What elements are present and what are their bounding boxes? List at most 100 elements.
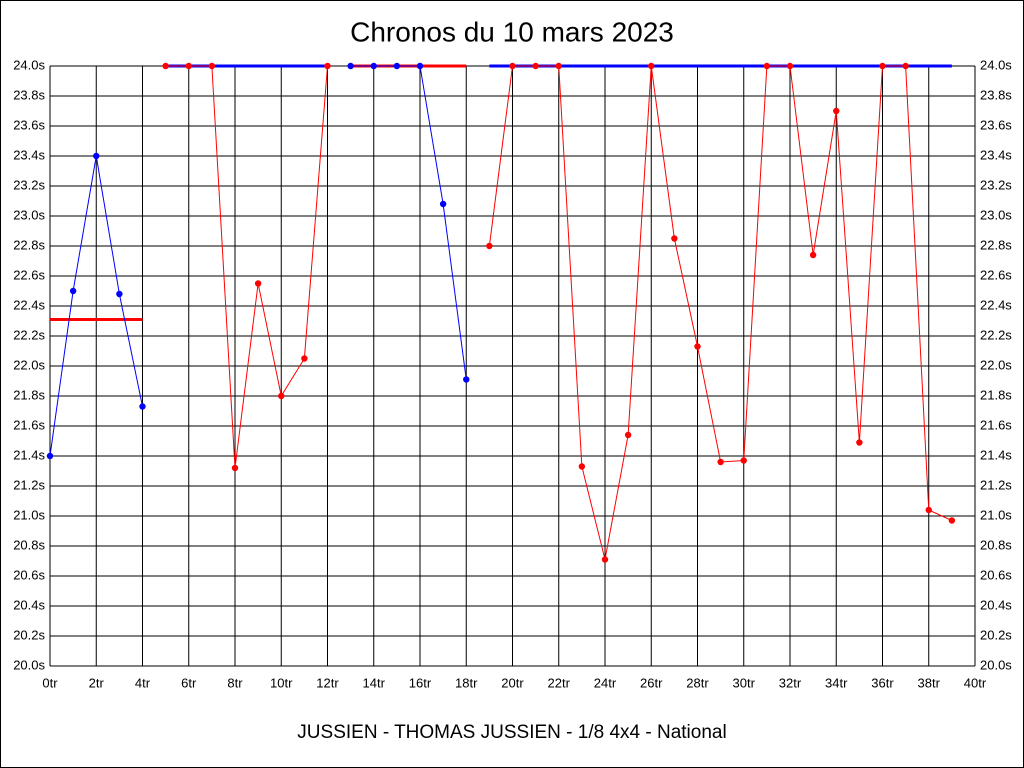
y-tick-label: 22.0s	[13, 357, 45, 372]
chart-subtitle: JUSSIEN - THOMAS JUSSIEN - 1/8 4x4 - Nat…	[297, 722, 726, 743]
point	[463, 376, 470, 383]
point	[185, 62, 192, 70]
point	[786, 62, 794, 70]
y-tick-label-right: 22.6s	[980, 267, 1012, 282]
point	[208, 62, 216, 70]
y-tick-label-right: 21.6s	[980, 417, 1012, 432]
point	[46, 452, 54, 460]
y-tick-label: 20.2s	[13, 627, 45, 642]
point	[231, 464, 239, 472]
point	[902, 62, 909, 70]
y-tick-label: 21.8s	[13, 387, 45, 402]
y-tick-label-right: 22.8s	[980, 237, 1012, 252]
y-tick-label-right: 23.8s	[980, 87, 1012, 102]
point	[671, 235, 678, 242]
y-tick-label: 20.0s	[13, 657, 45, 672]
x-tick-label: 34tr	[825, 675, 848, 690]
point	[925, 506, 932, 514]
y-tick-label: 21.6s	[13, 417, 45, 432]
y-tick-label: 23.6s	[13, 117, 45, 132]
x-tick-label: 16tr	[409, 675, 432, 690]
x-tick-label: 28tr	[686, 675, 709, 690]
y-tick-label-right: 23.4s	[980, 147, 1012, 162]
y-tick-label-right: 21.8s	[980, 387, 1012, 402]
y-tick-label-right: 20.8s	[980, 537, 1012, 552]
y-tick-label: 21.4s	[13, 447, 45, 462]
series-line	[350, 65, 467, 380]
y-tick-label-right: 23.2s	[980, 177, 1012, 192]
point	[347, 62, 354, 70]
point	[694, 343, 701, 350]
point	[948, 517, 956, 524]
point	[833, 107, 840, 115]
point	[578, 463, 586, 470]
y-tick-label: 22.6s	[13, 267, 45, 282]
point	[879, 62, 886, 70]
point	[278, 392, 285, 400]
x-tick-label: 36tr	[871, 675, 894, 690]
y-tick-label: 23.8s	[13, 87, 45, 102]
y-tick-label: 20.8s	[13, 537, 45, 552]
point	[301, 355, 308, 362]
y-tick-label: 20.6s	[13, 567, 45, 582]
x-tick-label: 8tr	[227, 675, 243, 690]
y-tick-label: 22.8s	[13, 237, 45, 252]
y-tick-label: 22.2s	[13, 327, 45, 342]
x-tick-label: 4tr	[135, 675, 151, 690]
y-tick-label-right: 22.2s	[980, 327, 1012, 342]
x-tick-label: 40tr	[964, 675, 987, 690]
y-tick-label-right: 20.0s	[980, 657, 1012, 672]
point	[856, 439, 863, 446]
x-tick-label: 30tr	[733, 675, 756, 690]
point	[555, 62, 562, 70]
y-tick-label-right: 23.6s	[980, 117, 1012, 132]
y-tick-label: 23.2s	[13, 177, 45, 192]
point	[648, 62, 655, 70]
x-tick-label: 2tr	[89, 675, 105, 690]
y-tick-label-right: 20.2s	[980, 627, 1012, 642]
y-tick-label-right: 24.0s	[980, 57, 1012, 72]
point	[69, 287, 77, 295]
point	[93, 152, 100, 160]
point	[740, 457, 747, 464]
y-tick-label: 23.4s	[13, 147, 45, 162]
x-tick-label: 20tr	[501, 675, 524, 690]
point	[624, 431, 632, 439]
point	[370, 62, 377, 70]
point	[254, 280, 262, 287]
y-tick-label: 20.4s	[13, 597, 45, 612]
x-tick-label: 14tr	[363, 675, 386, 690]
point	[439, 200, 447, 208]
y-tick-label-right: 21.0s	[980, 507, 1012, 522]
x-tick-label: 18tr	[455, 675, 478, 690]
x-tick-label: 12tr	[316, 675, 339, 690]
y-tick-label-right: 23.0s	[980, 207, 1012, 222]
y-tick-label-right: 21.2s	[980, 477, 1012, 492]
chart-title: Chronos du 10 mars 2023	[350, 16, 674, 47]
x-tick-label: 10tr	[270, 675, 293, 690]
point	[116, 290, 123, 298]
y-tick-label: 21.2s	[13, 477, 45, 492]
point	[393, 62, 401, 70]
y-tick-label: 23.0s	[13, 207, 45, 222]
point	[717, 458, 724, 466]
point	[509, 62, 516, 70]
y-tick-label: 24.0s	[13, 57, 45, 72]
point	[162, 62, 169, 70]
y-tick-label: 21.0s	[13, 507, 45, 522]
series-line	[165, 65, 328, 469]
y-tick-label-right: 20.6s	[980, 567, 1012, 582]
point	[809, 251, 817, 259]
x-tick-label: 24tr	[594, 675, 617, 690]
y-tick-label-right: 22.4s	[980, 297, 1012, 312]
y-tick-label: 22.4s	[13, 297, 45, 312]
y-tick-label-right: 20.4s	[980, 597, 1012, 612]
point	[139, 403, 146, 410]
x-tick-label: 22tr	[548, 675, 571, 690]
y-tick-label-right: 21.4s	[980, 447, 1012, 462]
x-tick-label: 32tr	[779, 675, 802, 690]
x-tick-label: 6tr	[181, 675, 197, 690]
x-tick-label: 38tr	[918, 675, 941, 690]
